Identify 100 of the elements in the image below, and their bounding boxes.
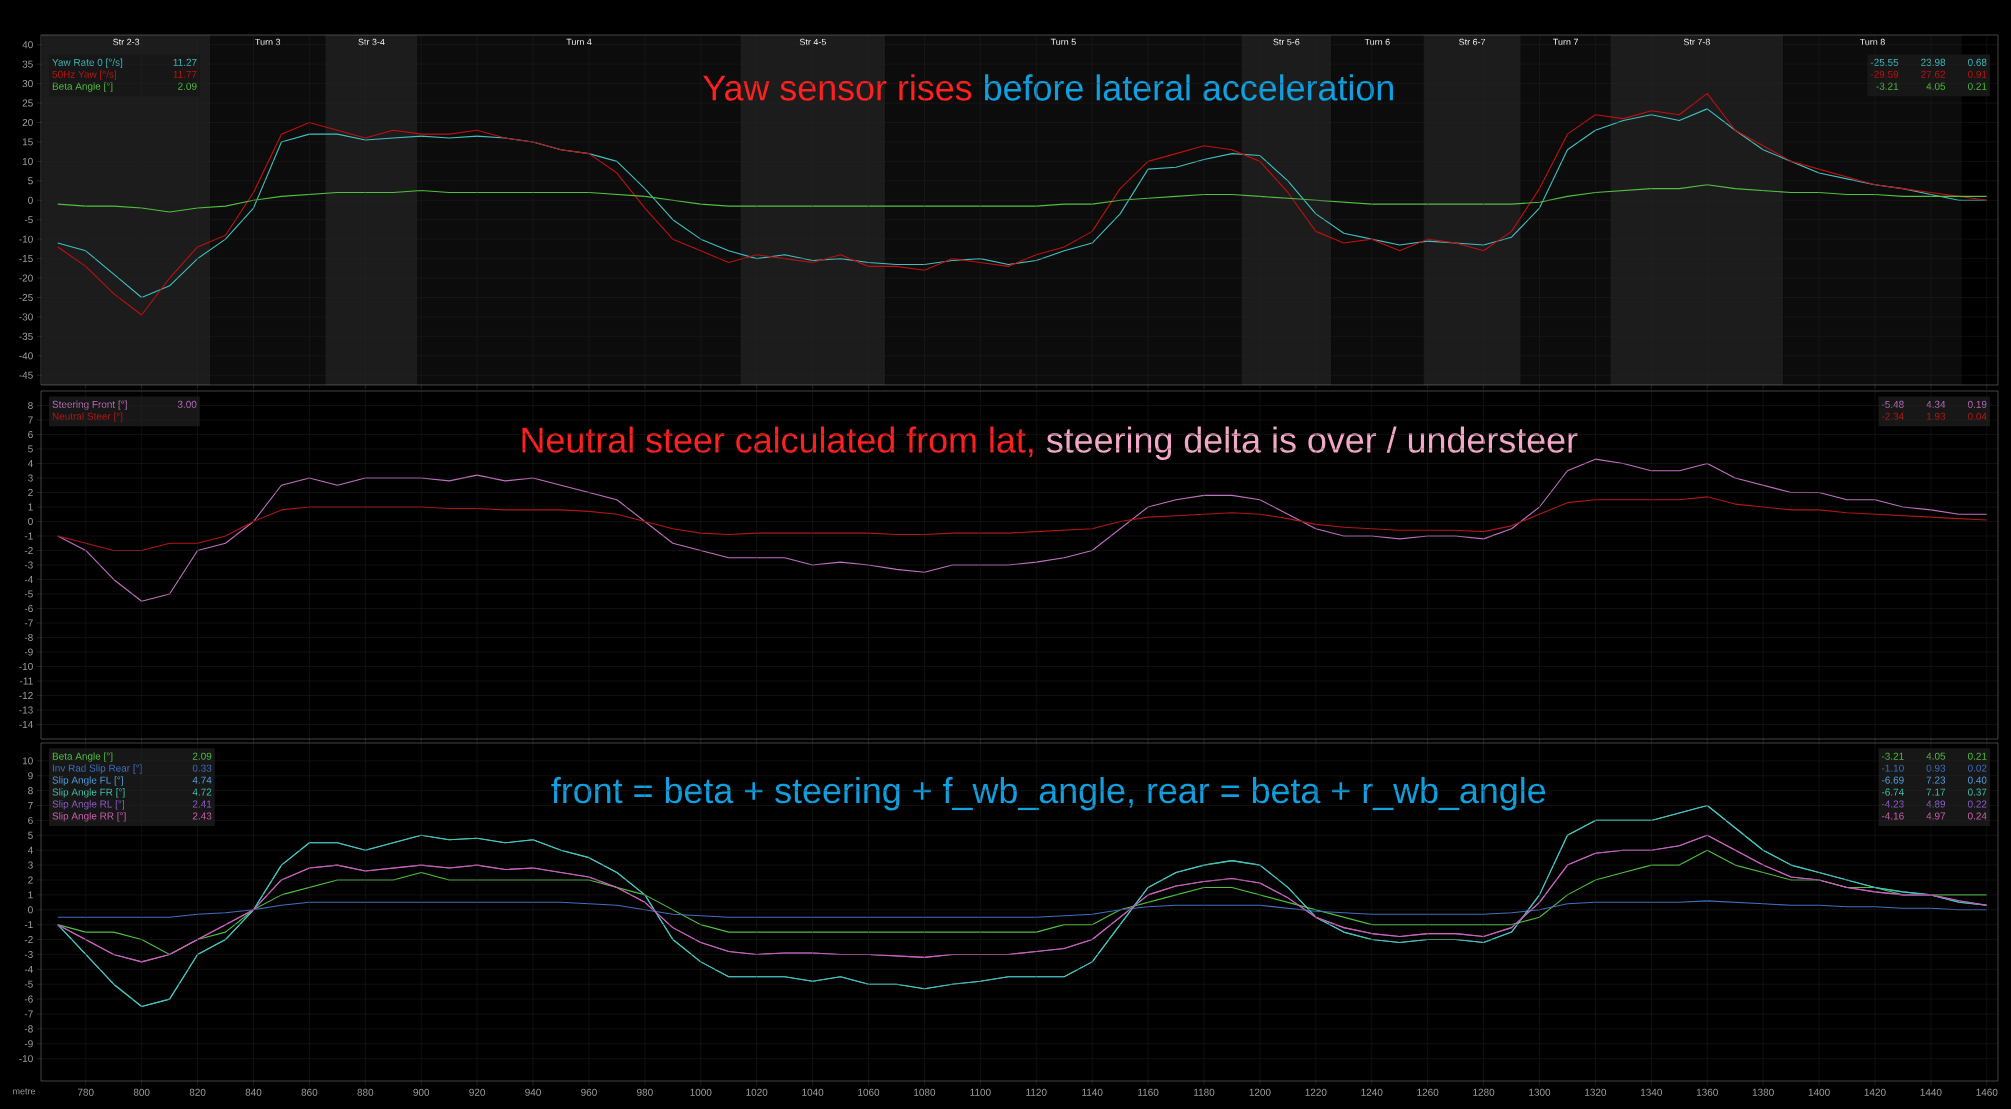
- text: Slip Angle FR [°]: [52, 788, 125, 798]
- annotation: 0.33: [192, 764, 212, 772]
- annotation: -4.23: [1881, 800, 1904, 808]
- y-tick-label: -13: [19, 706, 33, 714]
- y-tick-label: 0: [28, 517, 33, 526]
- x-tick-label: 920: [469, 1088, 486, 1096]
- x-tick-label: 1220: [1305, 1088, 1327, 1096]
- annotation: 2.09: [192, 752, 212, 760]
- band-label: Turn 8: [1859, 38, 1885, 46]
- x-tick-label: 1040: [802, 1088, 824, 1096]
- annotation: 2.09: [178, 82, 197, 90]
- x-tick-label: 800: [133, 1088, 150, 1096]
- annotation: -4.16: [1881, 812, 1904, 820]
- annotation: 4.97: [1926, 812, 1946, 820]
- x-tick-label: 940: [525, 1088, 541, 1096]
- x-tick-label: 1100: [970, 1088, 991, 1096]
- text: 50Hz Yaw [°/s]: [52, 70, 117, 80]
- band-label: Str 4-5: [799, 38, 826, 46]
- annotation: 4.89: [1926, 800, 1946, 808]
- annotation: -1.10: [1881, 764, 1904, 772]
- x-tick-label: 820: [189, 1088, 206, 1096]
- x-tick-label: 1080: [914, 1088, 936, 1096]
- y-tick-label: -6: [24, 995, 33, 1003]
- annotation: 0.19: [1967, 400, 1987, 408]
- annotation: 0.04: [1967, 412, 1987, 420]
- band-label: Turn 5: [1050, 38, 1076, 46]
- annotation: 0.21: [1967, 82, 1987, 90]
- y-tick-label: -5: [24, 216, 33, 224]
- y-tick-label: -9: [24, 1040, 33, 1048]
- band-label: Str 7-8: [1683, 38, 1710, 46]
- y-tick-label: -3: [24, 950, 33, 958]
- x-tick-label: 860: [301, 1088, 318, 1096]
- x-tick-label: 1440: [1920, 1088, 1942, 1096]
- y-tick-label: -1: [24, 921, 33, 929]
- y-tick-label: -8: [24, 1025, 33, 1033]
- y-tick-label: 35: [22, 60, 33, 68]
- band-label: Turn 3: [255, 38, 281, 46]
- y-tick-label: -14: [19, 721, 33, 728]
- annotation: 0.02: [1967, 764, 1987, 772]
- text: Inv Rad Slip Rear [°]: [52, 764, 142, 774]
- annotation: 0.93: [1926, 764, 1946, 772]
- annotation: 4.05: [1926, 752, 1946, 760]
- annotation: 3.00: [177, 400, 197, 408]
- y-tick-label: -4: [24, 965, 33, 973]
- x-tick-label: 840: [245, 1088, 262, 1096]
- y-tick-label: -2: [24, 547, 33, 554]
- y-tick-label: 9: [28, 772, 33, 780]
- annotation: 4.72: [192, 788, 212, 796]
- x-axis-title: metre: [13, 1088, 36, 1095]
- y-tick-label: 25: [22, 99, 33, 107]
- y-tick-label: 1: [28, 891, 33, 899]
- text: Yaw sensor rises: [703, 74, 972, 101]
- band-label: Turn 6: [1364, 38, 1390, 46]
- y-tick-label: 1: [28, 503, 33, 511]
- x-tick-label: 1020: [746, 1088, 768, 1096]
- annotation: 0.22: [1967, 800, 1987, 808]
- y-tick-label: 30: [22, 80, 33, 88]
- y-tick-label: -40: [19, 352, 33, 360]
- text: Yaw Rate 0 [°/s]: [52, 58, 123, 68]
- y-tick-label: -1: [24, 532, 33, 540]
- annotation: 0.21: [1967, 752, 1987, 760]
- y-tick-label: 8: [28, 401, 33, 410]
- annotation: 23.98: [1921, 58, 1946, 66]
- annotation: 2.41: [192, 800, 212, 808]
- x-tick-label: 1340: [1641, 1088, 1663, 1096]
- x-tick-label: 1000: [690, 1088, 712, 1096]
- x-tick-label: 960: [581, 1088, 597, 1096]
- y-tick-label: -12: [19, 692, 33, 699]
- y-tick-label: -3: [24, 561, 33, 569]
- x-tick-label: 1120: [1026, 1088, 1047, 1096]
- x-tick-label: 880: [357, 1088, 374, 1096]
- x-tick-label: 1260: [1417, 1088, 1439, 1096]
- x-tick-label: 1320: [1585, 1088, 1607, 1096]
- y-tick-label: 10: [22, 157, 33, 165]
- y-tick-label: 4: [27, 846, 33, 854]
- x-tick-label: 1200: [1249, 1088, 1271, 1096]
- annotation: 4.34: [1926, 400, 1946, 408]
- annotation: 0.24: [1967, 812, 1987, 820]
- x-tick-label: 1180: [1194, 1088, 1215, 1096]
- annotation: 4.05: [1926, 82, 1946, 90]
- y-tick-label: -7: [24, 1010, 33, 1018]
- y-tick-label: 2: [28, 489, 33, 496]
- y-tick-label: -2: [24, 936, 33, 944]
- annotation: 0.40: [1967, 776, 1987, 784]
- x-tick-label: 980: [637, 1088, 653, 1096]
- y-tick-label: -10: [19, 235, 33, 243]
- annotation: 27.62: [1921, 70, 1946, 78]
- annotation: -29.59: [1870, 70, 1899, 78]
- x-tick-label: 1460: [1976, 1088, 1998, 1096]
- annotation: 11.77: [173, 70, 197, 78]
- y-tick-label: 6: [28, 816, 33, 824]
- y-tick-label: -25: [19, 293, 33, 302]
- band-label: Turn 4: [566, 38, 592, 46]
- annotation: 0.37: [1967, 788, 1987, 796]
- x-tick-label: 1380: [1752, 1088, 1774, 1096]
- annotation: -6.69: [1881, 776, 1904, 784]
- y-tick-label: 8: [28, 787, 33, 795]
- annotation: -5.48: [1881, 400, 1904, 408]
- y-tick-label: -15: [19, 255, 33, 263]
- annotation: 4.74: [192, 776, 212, 784]
